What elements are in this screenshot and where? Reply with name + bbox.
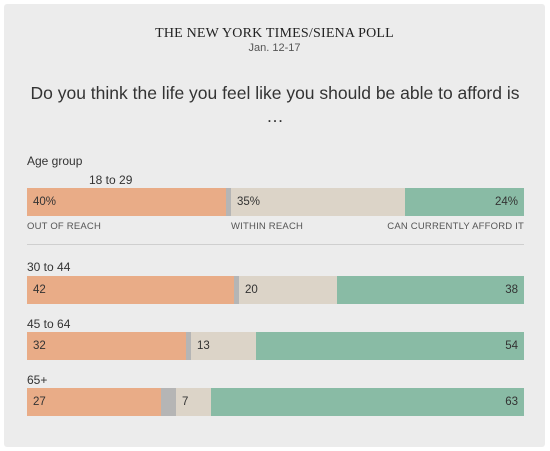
bar-segment-no-answer (186, 332, 191, 360)
bar-segment-out-of-reach (27, 388, 161, 416)
bar-segment-within-reach (191, 332, 256, 360)
value-label-out-of-reach: 27 (33, 396, 46, 408)
bar-row: 32 13 54 (27, 332, 524, 360)
value-label-within-reach: 13 (197, 340, 210, 352)
chart-question: Do you think the life you feel like you … (30, 83, 520, 126)
bar-segment-within-reach (239, 276, 337, 304)
chart-source: THE NEW YORK TIMES/SIENA POLL (155, 26, 394, 41)
value-label-within-reach: 7 (182, 396, 189, 408)
row-label: 18 to 29 (89, 173, 133, 187)
bar-segment-can-afford (211, 388, 524, 416)
bar-segment-can-afford (405, 188, 524, 216)
poll-date: Jan. 12-17 (248, 42, 301, 54)
bar-row: 40% 35% 24% (27, 188, 524, 216)
value-label-out-of-reach: 32 (33, 340, 46, 352)
bar-segment-no-answer (226, 188, 231, 216)
age-group-title: Age group (27, 154, 83, 168)
legend-within-reach: WITHIN REACH (231, 221, 304, 232)
bar-segment-no-answer (234, 276, 239, 304)
chart-card: THE NEW YORK TIMES/SIENA POLL Jan. 12-17… (4, 4, 545, 447)
row-label: 45 to 64 (27, 317, 71, 331)
bar-segment-out-of-reach (27, 332, 186, 360)
value-label-can-afford: 54 (505, 340, 518, 352)
value-label-can-afford: 63 (505, 396, 518, 408)
bar-segment-within-reach (176, 388, 211, 416)
legend-out-of-reach: OUT OF REACH (27, 221, 102, 232)
bar-row: 27 7 63 (27, 388, 524, 416)
value-label-out-of-reach: 40% (33, 196, 57, 208)
value-label-within-reach: 20 (245, 284, 258, 296)
bar-segment-can-afford (256, 332, 524, 360)
bar-segment-out-of-reach (27, 188, 226, 216)
bar-segment-within-reach (231, 188, 405, 216)
bar-row: 42 20 38 (27, 276, 524, 304)
value-label-out-of-reach: 42 (33, 284, 46, 296)
value-label-within-reach: 35% (237, 196, 261, 208)
bar-segment-no-answer (161, 388, 176, 416)
row-label: 30 to 44 (27, 260, 71, 274)
divider (27, 244, 524, 245)
bar-segment-can-afford (337, 276, 524, 304)
value-label-can-afford: 38 (505, 284, 518, 296)
bar-segment-out-of-reach (27, 276, 234, 304)
legend-can-afford: CAN CURRENTLY AFFORD IT (387, 221, 524, 232)
value-label-can-afford: 24% (494, 196, 518, 208)
row-label: 65+ (27, 373, 48, 387)
